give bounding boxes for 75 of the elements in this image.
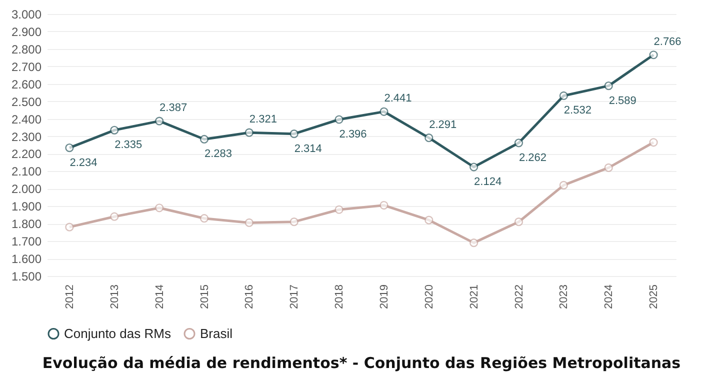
x-tick-label: 2021 [468,284,480,309]
y-tick-label: 1.800 [11,217,42,232]
y-tick-label: 1.900 [11,200,42,214]
data-label: 2.532 [564,104,592,117]
point [470,238,478,248]
x-tick-label: 2020 [423,284,436,309]
y-tick-label: 2.700 [11,60,42,74]
x-tick-label: 2016 [244,284,256,309]
y-tick-label: 2.500 [11,94,42,109]
data-label: 2.321 [249,114,277,126]
x-tick-label: 2019 [378,284,390,309]
data-label: 2.441 [384,92,412,105]
point [380,200,388,210]
data-label: 2.396 [339,128,367,140]
point [380,107,388,116]
y-tick-label: 2.900 [11,24,42,39]
x-tick-label: 2017 [288,284,301,309]
point [514,138,524,148]
point [155,116,164,126]
point [155,204,164,212]
x-tick-label: 2023 [558,284,570,309]
point [200,214,209,223]
x-tick-label: 2018 [334,284,346,309]
x-tick-label: 2013 [108,284,121,309]
data-label: 2.262 [518,152,547,164]
data-label: 2.766 [654,36,682,48]
text: Evolução da média de rendimentos* - Conjunto das Regiões Metropolitanas [42,354,681,372]
point [244,218,254,228]
x-tick-label: 2014 [154,284,166,309]
point [334,205,344,214]
point [65,143,74,152]
x-tick-label: 2022 [513,284,526,309]
point [290,218,298,226]
data-label: 2.291 [429,118,457,131]
data-label: 2.589 [608,94,636,107]
y-tick-label: 2.400 [11,112,42,126]
y-tick-label: 1.500 [11,270,42,284]
point [110,126,119,134]
x-tick-label: 2012 [64,284,76,309]
data-label: 2.234 [70,156,98,169]
y-tick-label: 2.100 [11,164,42,179]
x-tick-label: 2024 [603,284,616,309]
y-tick-label: 2.300 [11,130,42,144]
point [514,218,524,226]
point [604,163,613,172]
data-label: 2.124 [474,176,502,188]
y-tick-label: 3.000 [11,8,42,22]
y-tick-label: 1.700 [11,234,42,249]
y-tick-label: 2.000 [11,182,42,196]
legend-label: Conjunto das RMs [64,326,172,341]
legend-label: Brasil [200,326,233,341]
point [559,180,568,190]
point [200,134,209,144]
y-tick-label: 2.200 [11,147,42,162]
data-label: 2.314 [294,142,322,155]
point [244,128,254,137]
point [604,81,613,90]
point [110,212,119,221]
point [470,162,478,172]
data-label: 2.335 [114,139,142,152]
data-label: 2.283 [204,148,232,160]
point [334,115,344,124]
point [424,216,434,224]
point [559,91,568,100]
point [290,130,298,138]
point [65,222,74,232]
point [649,50,658,60]
x-tick-label: 2015 [198,284,211,309]
y-tick-label: 2.600 [11,77,42,92]
x-tick-label: 2025 [648,284,660,309]
point [649,138,658,147]
y-tick-label: 1.600 [11,252,42,266]
data-label: 2.387 [160,102,188,114]
y-tick-label: 2.800 [11,42,42,56]
point [424,134,434,142]
